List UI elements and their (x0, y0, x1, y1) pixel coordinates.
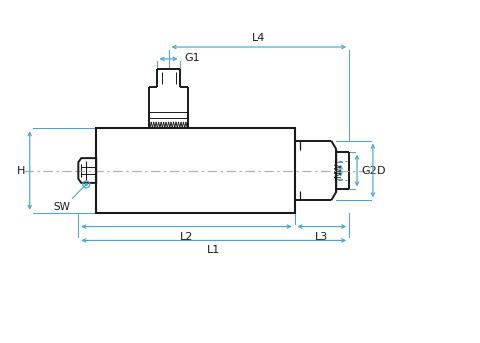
Text: H: H (16, 166, 25, 176)
Bar (96, 128, 295, 213)
Text: G1: G1 (184, 53, 200, 63)
Text: D: D (377, 166, 385, 176)
Text: G2: G2 (361, 166, 377, 176)
Text: NW: NW (334, 163, 343, 178)
Text: L4: L4 (252, 33, 265, 43)
Text: L2: L2 (180, 232, 193, 241)
Text: L1: L1 (207, 245, 220, 256)
Text: L3: L3 (315, 232, 328, 241)
Circle shape (85, 184, 87, 185)
Text: SW: SW (53, 202, 71, 212)
